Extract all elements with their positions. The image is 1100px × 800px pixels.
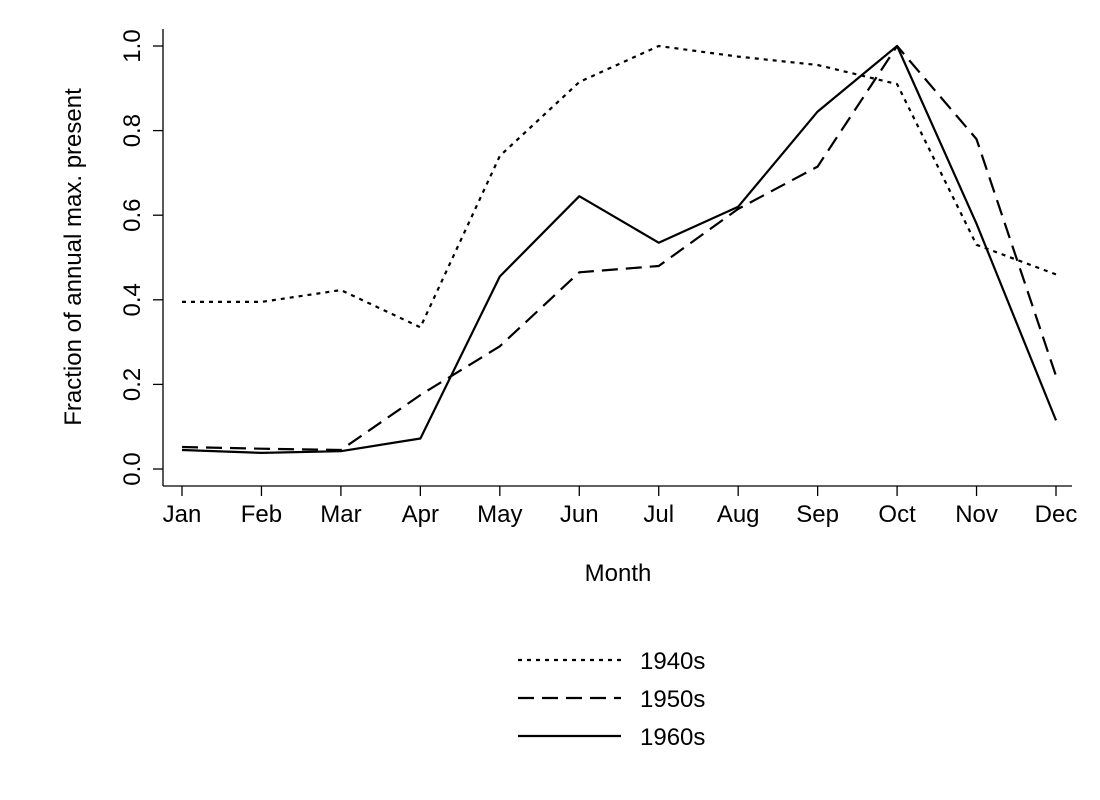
x-tick-label: Nov [955, 501, 998, 528]
y-tick-label: 0.2 [119, 368, 146, 401]
x-tick-label: May [477, 501, 522, 528]
x-tick-label: Oct [878, 501, 916, 528]
legend: 1940s 1950s 1960s [518, 648, 705, 751]
x-tick-label: Apr [402, 501, 439, 528]
x-tick-label: Dec [1035, 501, 1078, 528]
x-tick-label: Jun [560, 501, 599, 528]
axes [163, 29, 1072, 486]
series-line-1940s [182, 46, 1056, 327]
y-tick-label: 0.4 [119, 283, 146, 316]
x-tick-label: Mar [320, 501, 361, 528]
series-lines [182, 46, 1056, 453]
legend-label-1960s: 1960s [640, 724, 705, 751]
x-tick-label: Jul [643, 501, 674, 528]
x-axis-title: Month [585, 560, 652, 587]
y-tick-label: 0.6 [119, 199, 146, 232]
y-ticks: 0.0 0.2 0.4 0.6 0.8 1.0 [119, 29, 163, 485]
x-tick-label: Sep [796, 501, 839, 528]
legend-label-1950s: 1950s [640, 686, 705, 713]
y-tick-label: 1.0 [119, 29, 146, 62]
y-axis-title: Fraction of annual max. present [60, 88, 87, 426]
y-tick-label: 0.0 [119, 452, 146, 485]
x-ticks: Jan Feb Mar Apr May Jun Jul Aug Sep Oct Nov Dec [163, 486, 1078, 528]
legend-label-1940s: 1940s [640, 648, 705, 675]
x-tick-label: Feb [241, 501, 282, 528]
x-tick-label: Aug [717, 501, 760, 528]
y-tick-label: 0.8 [119, 114, 146, 147]
x-tick-label: Jan [163, 501, 202, 528]
series-line-1960s [182, 46, 1056, 453]
